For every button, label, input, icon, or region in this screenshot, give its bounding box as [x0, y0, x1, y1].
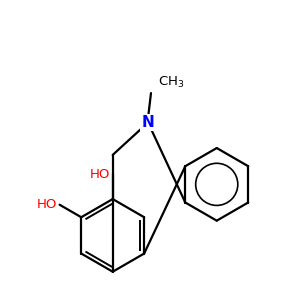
- Text: CH$_3$: CH$_3$: [158, 75, 185, 90]
- Text: HO: HO: [89, 167, 110, 181]
- Text: HO: HO: [36, 198, 57, 211]
- Text: N: N: [142, 115, 154, 130]
